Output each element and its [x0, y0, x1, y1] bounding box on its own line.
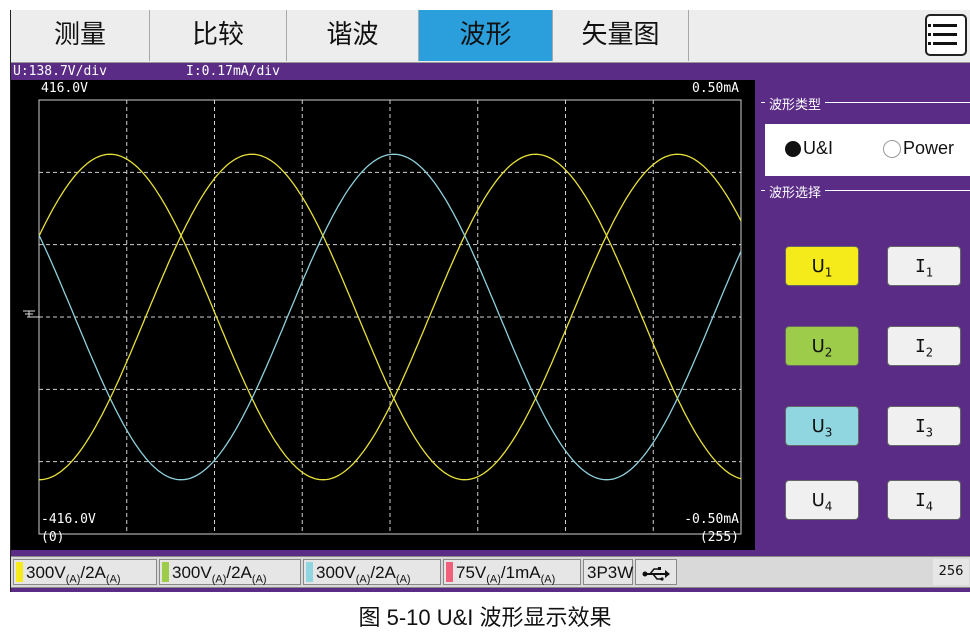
scale-info: U:138.7V/div I:0.17mA/div	[11, 63, 970, 80]
buffer-counter: 256	[933, 559, 969, 585]
u4-button[interactable]: U4	[785, 480, 859, 520]
wave-select-title: 波形选择	[765, 182, 826, 201]
tab-bar: 测量 比较 谐波 波形 矢量图	[11, 10, 970, 63]
i2-button[interactable]: I2	[887, 326, 961, 366]
radio-ui-label: U&I	[803, 138, 834, 158]
figure-caption: 图 5-10 U&I 波形显示效果	[358, 605, 612, 630]
y-min-label: -416.0V	[41, 512, 96, 527]
radio-selected-icon	[785, 140, 801, 157]
tab-measure[interactable]: 测量	[11, 10, 150, 61]
list-menu-icon[interactable]	[925, 14, 967, 56]
tab-compare[interactable]: 比较	[150, 10, 287, 61]
channel1-range[interactable]: 300V(A)/2A(A)	[13, 559, 157, 585]
instrument-screen: 测量 比较 谐波 波形 矢量图 U:138.7V/div I:0.17mA/di…	[10, 10, 970, 592]
i3-button[interactable]: I3	[887, 406, 961, 446]
ground-marker-icon	[23, 310, 39, 318]
waveform-series-3	[39, 153, 742, 481]
waveform-plot	[23, 99, 742, 535]
voltage-scale: U:138.7V/div	[13, 64, 107, 79]
usb-icon	[635, 559, 677, 585]
channel4-range[interactable]: 75V(A)/1mA(A)	[443, 559, 581, 585]
radio-power-label: Power	[903, 138, 955, 158]
y-max-label: 416.0V	[41, 81, 88, 96]
control-panel: 波形类型 U&I Power 波形选择 U1 I1 U2 I2 U3 I3 U4…	[761, 80, 970, 550]
divider	[761, 190, 970, 191]
tab-vector[interactable]: 矢量图	[553, 10, 689, 61]
x-end-label: (255)	[699, 530, 739, 545]
i-min-label: -0.50mA	[684, 512, 739, 527]
radio-power[interactable]: Power	[883, 138, 954, 159]
status-bar: 300V(A)/2A(A) 300V(A)/2A(A) 300V(A)/2A(A…	[11, 550, 970, 592]
x-start-label: (0)	[41, 530, 65, 545]
channel2-range[interactable]: 300V(A)/2A(A)	[159, 559, 301, 585]
radio-unselected-icon	[883, 139, 901, 158]
current-scale: I:0.17mA/div	[186, 64, 280, 79]
u1-button[interactable]: U1	[785, 246, 859, 286]
wiring-mode[interactable]: 3P3W	[583, 559, 633, 585]
waveform-series-1	[38, 153, 742, 481]
u3-button[interactable]: U3	[785, 406, 859, 446]
tab-waveform[interactable]: 波形	[419, 10, 553, 61]
tab-harmonic[interactable]: 谐波	[287, 10, 419, 61]
u2-button[interactable]: U2	[785, 326, 859, 366]
waveform-series-2	[38, 153, 742, 481]
i-max-label: 0.50mA	[692, 81, 739, 96]
waveform-display: 416.0V 0.50mA -416.0V -0.50mA (0) (255)	[11, 80, 755, 550]
i1-button[interactable]: I1	[887, 246, 961, 286]
divider	[761, 102, 970, 103]
status-strip: 300V(A)/2A(A) 300V(A)/2A(A) 300V(A)/2A(A…	[11, 556, 970, 588]
wave-type-title: 波形类型	[765, 94, 826, 113]
i4-button[interactable]: I4	[887, 480, 961, 520]
radio-ui[interactable]: U&I	[785, 138, 833, 159]
channel3-range[interactable]: 300V(A)/2A(A)	[303, 559, 441, 585]
